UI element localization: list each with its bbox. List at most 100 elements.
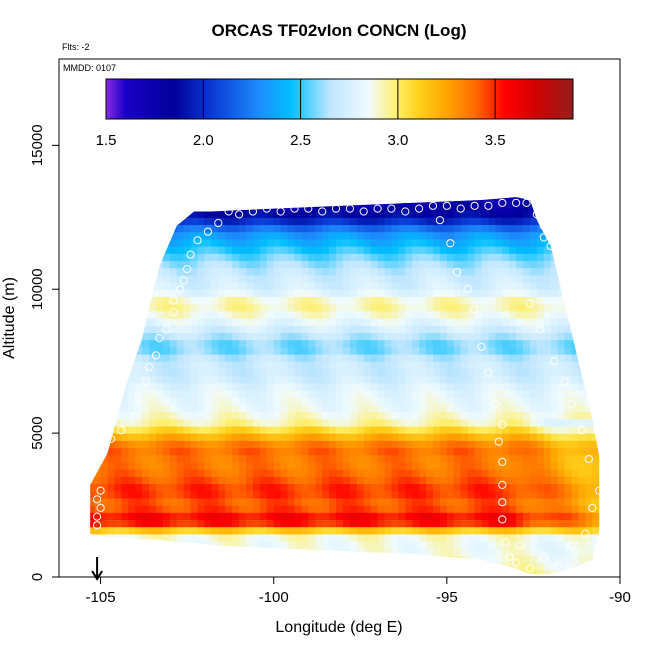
heat-cell [613,189,621,197]
heat-cell [453,238,462,247]
heat-cell [412,217,420,226]
heat-cell [66,203,74,211]
heat-cell [252,418,261,427]
heat-cell [419,325,427,333]
heat-cell [100,260,109,269]
heat-cell [419,375,427,384]
heat-cell [606,512,614,520]
heat-cell [433,189,441,197]
heat-cell [488,296,496,305]
heat-cell [322,289,330,298]
heat-cell [329,490,337,499]
heat-cell [613,433,621,441]
heat-cell [529,318,538,326]
heat-cell [516,274,524,283]
heat-cell [529,425,538,434]
heat-cell [356,548,365,557]
heat-cell [446,562,455,571]
heat-cell [370,353,379,362]
heat-cell [280,260,289,269]
heat-cell [176,562,185,571]
heat-cell [135,526,143,535]
heat-cell [502,375,510,384]
heat-cell [100,397,109,405]
heat-cell [329,332,337,341]
heat-cell [474,310,483,319]
heat-cell [495,461,503,470]
heat-cell [571,260,580,269]
heat-cell [606,390,614,398]
track-point [248,207,257,216]
heat-cell [114,397,122,405]
heat-cell [419,512,427,521]
heat-cell [391,361,399,369]
heat-cell [523,210,531,218]
heat-cell [509,526,517,535]
heat-cell [294,382,303,391]
heat-cell [239,447,247,456]
heat-cell [529,246,538,254]
heat-cell [488,289,496,298]
heat-cell [149,368,157,377]
heat-cell [398,548,406,557]
heat-cell [100,197,109,204]
heat-cell [107,569,116,575]
heat-cell [356,469,365,477]
heat-cell [190,353,199,362]
heat-cell [356,318,365,326]
heat-cell [613,296,621,304]
heat-cell [529,418,538,427]
heat-cell [93,210,102,218]
heat-cell [239,483,247,492]
heat-cell [252,210,261,218]
heat-cell [419,447,427,456]
heat-cell [391,397,399,405]
heat-cell [370,332,379,341]
heat-cell [329,397,337,405]
heat-cell [613,491,621,499]
heat-cell [176,490,185,499]
heat-cell [128,562,136,571]
heat-cell [266,346,275,355]
heat-cell [252,447,261,456]
heat-cell [433,555,441,564]
heat-cell [342,418,351,427]
heat-cell [190,332,199,341]
heat-cell [613,563,621,571]
heat-cell [266,289,275,298]
heat-cell [405,189,413,197]
heat-cell [384,476,393,485]
heat-cell [516,253,524,262]
heat-cell [80,232,88,240]
heat-cell [599,397,607,405]
heat-cell [336,339,344,348]
heat-cell [460,440,469,449]
heat-cell [73,275,81,283]
heat-cell [564,397,573,405]
heat-cell [474,332,483,341]
heat-cell [516,189,524,197]
heat-cell [502,339,510,348]
heat-cell [336,296,344,305]
heat-cell [322,505,330,513]
heat-cell [564,425,573,434]
heat-cell [439,433,448,441]
heat-cell [523,310,531,319]
track-point [387,204,396,213]
heat-cell [121,202,129,211]
heat-cell [349,418,358,427]
heat-cell [495,217,503,226]
heat-cell [176,469,185,477]
heat-cell [536,361,545,369]
heat-cell [349,217,358,226]
heat-cell [377,490,386,499]
heat-cell [100,368,109,377]
heat-cell [59,296,67,304]
heat-cell [405,425,413,434]
heat-cell [190,282,199,290]
heat-cell [90,368,95,377]
heat-cell [502,325,510,333]
heat-cell [467,425,476,434]
heat-cell [252,332,261,341]
heat-cell [322,461,330,470]
